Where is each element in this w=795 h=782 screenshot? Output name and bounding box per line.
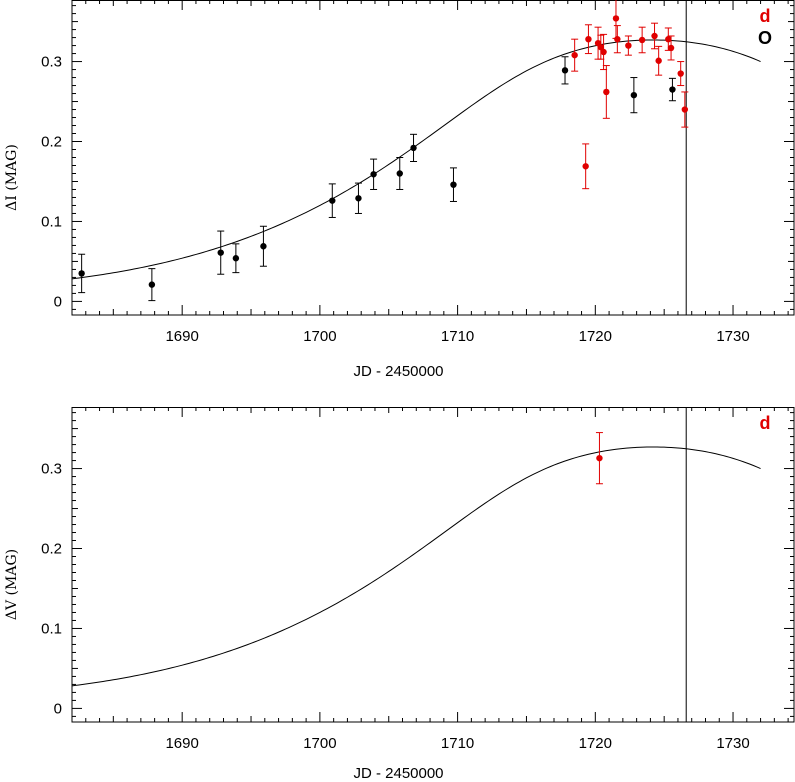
data-marker	[78, 270, 85, 277]
x-tick-label: 1710	[441, 735, 474, 752]
data-marker	[232, 255, 240, 262]
data-marker	[681, 106, 689, 113]
x-axis-label: JD - 2450000	[353, 765, 443, 782]
x-tick-label: 1690	[165, 735, 198, 752]
data-marker	[585, 35, 592, 43]
model-curve	[72, 446, 761, 687]
data-marker	[561, 67, 569, 74]
x-tick-label: 1730	[716, 735, 749, 752]
data-point-planet	[624, 35, 632, 56]
data-marker	[614, 35, 621, 43]
y-tick-label: 0.1	[41, 620, 62, 637]
y-tick-label: 0.3	[41, 461, 62, 478]
y-tick-label: 0	[54, 293, 62, 310]
data-point-planet	[571, 38, 579, 72]
data-marker	[651, 32, 658, 40]
data-point-planet	[582, 143, 590, 190]
panel-2: 1690 1700 1710 1720 1730 0 0.1 0.2 0.3 JD - 24500…	[4, 407, 795, 782]
data-point-ogle	[148, 268, 156, 302]
y-tick-label: 0.3	[41, 54, 62, 71]
data-point-ogle	[668, 77, 676, 102]
panel-1: 1690 1700 1710 1720 1730 0 0.1 0.2 0.3 JD - 24500…	[4, 0, 795, 380]
data-point-ogle	[630, 77, 638, 114]
data-point-ogle	[328, 183, 336, 218]
x-axis-label: JD - 2450000	[353, 363, 443, 380]
x-tick-label: 1700	[303, 735, 336, 752]
data-marker	[665, 35, 672, 43]
data-point-ogle	[449, 167, 457, 202]
data-marker	[638, 36, 646, 44]
x-tick-label: 1730	[716, 328, 749, 345]
data-point-planet	[681, 91, 689, 128]
y-axis-label: ΔV (MAG)	[4, 549, 20, 620]
data-marker	[655, 57, 662, 64]
x-tick-label: 1690	[165, 328, 198, 345]
data-marker	[582, 163, 589, 170]
data-point-ogle	[410, 133, 418, 162]
x-tick-label: 1710	[441, 328, 474, 345]
y-axis-label: ΔI (MAG)	[4, 144, 20, 211]
x-tick-label: 1720	[579, 328, 612, 345]
y-tick-label: 0.1	[41, 213, 62, 230]
x-tick-label: 1720	[579, 735, 612, 752]
data-marker	[669, 86, 676, 93]
data-point-planet	[667, 35, 675, 61]
data-point-planet	[655, 45, 663, 76]
data-point-planet	[613, 25, 621, 54]
data-marker	[596, 454, 603, 462]
legend-entry: d	[760, 413, 771, 433]
data-marker	[612, 15, 620, 22]
data-marker	[667, 44, 675, 52]
legend-entry: O	[758, 28, 772, 48]
data-point-planet	[677, 61, 685, 87]
data-point-ogle	[561, 56, 569, 85]
plot-frame	[71, 0, 795, 316]
data-marker	[603, 88, 610, 96]
data-point-ogle	[217, 230, 225, 275]
data-point-planet	[651, 22, 659, 50]
data-point-planet	[612, 0, 620, 39]
data-marker	[630, 91, 638, 99]
y-tick-label: 0.2	[41, 134, 62, 151]
data-point-ogle	[232, 243, 240, 274]
data-marker	[597, 43, 605, 51]
data-marker	[450, 181, 457, 188]
legend-entry: d	[760, 6, 771, 26]
y-tick-label: 0.2	[41, 541, 62, 558]
data-marker	[677, 70, 684, 77]
data-point-planet	[597, 34, 605, 60]
data-marker	[600, 48, 607, 56]
data-marker	[410, 144, 417, 152]
plot-frame	[71, 407, 795, 723]
data-marker	[217, 249, 224, 256]
data-marker	[355, 195, 362, 202]
data-marker	[329, 197, 336, 204]
data-point-ogle	[78, 253, 86, 294]
data-marker	[625, 42, 632, 49]
data-point-planet	[602, 65, 610, 119]
y-tick-label: 0	[54, 700, 62, 717]
x-tick-label: 1700	[303, 328, 336, 345]
data-point-planet	[595, 432, 603, 485]
data-marker	[571, 51, 578, 59]
data-point-planet	[638, 26, 646, 54]
data-marker	[260, 243, 267, 250]
data-point-ogle	[259, 225, 267, 267]
data-point-ogle	[370, 158, 378, 190]
data-point-planet	[584, 24, 592, 55]
model-curve	[72, 39, 761, 280]
data-marker	[148, 281, 156, 288]
data-point-ogle	[354, 182, 362, 214]
data-marker	[370, 171, 377, 178]
data-point-ogle	[396, 157, 404, 190]
data-marker	[396, 170, 403, 177]
